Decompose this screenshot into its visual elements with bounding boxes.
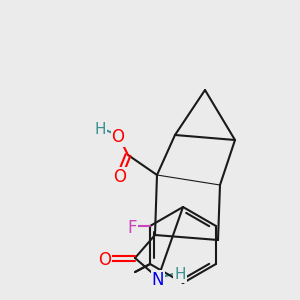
- Text: H: H: [94, 122, 106, 137]
- Text: F: F: [127, 219, 137, 237]
- Text: H: H: [174, 267, 186, 282]
- Text: N: N: [152, 271, 164, 289]
- Text: O: O: [113, 168, 127, 186]
- Text: O: O: [98, 251, 112, 269]
- Text: O: O: [112, 128, 124, 146]
